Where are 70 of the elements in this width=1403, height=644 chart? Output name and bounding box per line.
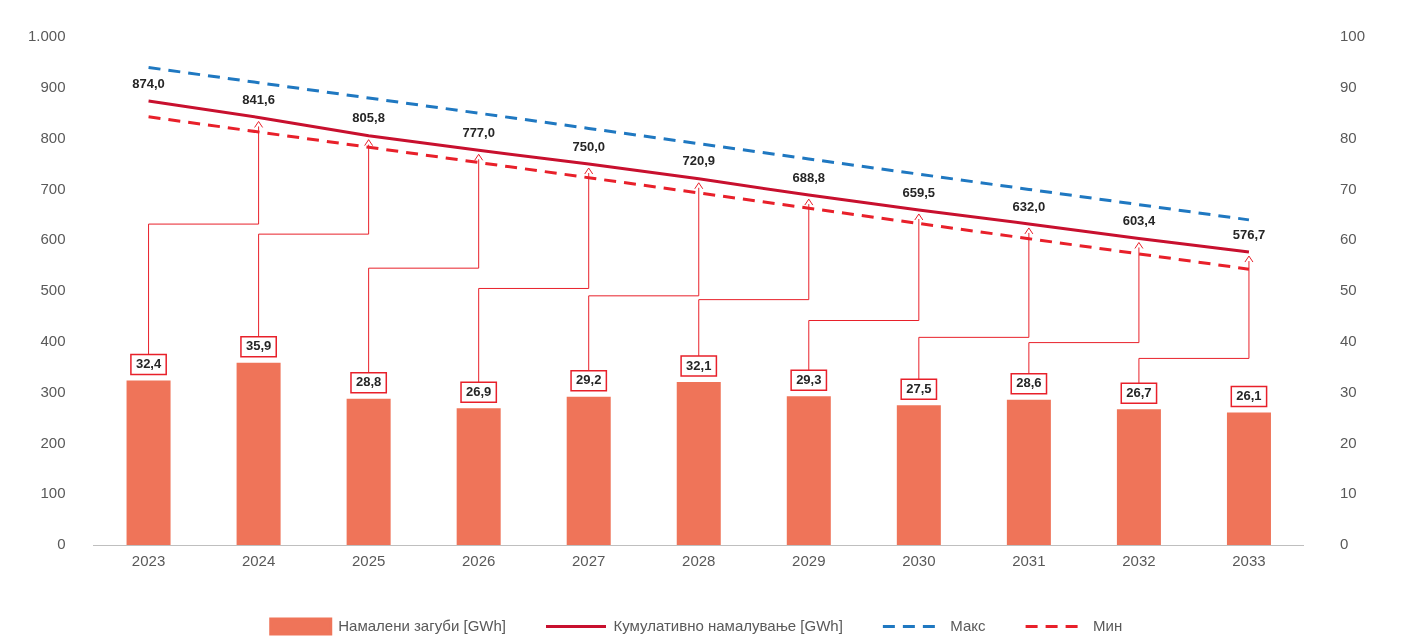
bar <box>1006 399 1051 545</box>
y-tick-label: 800 <box>40 128 66 146</box>
x-tick-label: 2026 <box>461 552 496 570</box>
data-label: 32,4 <box>135 355 162 371</box>
data-label: 28,6 <box>1016 375 1042 391</box>
y-tick-label: 0 <box>57 535 66 553</box>
y2-tick-label: 10 <box>1339 484 1357 502</box>
x-tick-label: 2025 <box>351 552 386 570</box>
bar <box>1226 412 1271 545</box>
y-tick-label: 500 <box>40 281 66 299</box>
y2-tick-label: 50 <box>1339 281 1357 299</box>
y2-tick-label: 80 <box>1339 128 1357 146</box>
bar <box>676 381 721 545</box>
legend-label: Макс <box>950 616 987 634</box>
legend-label: Намалени загуби [GWh] <box>338 616 507 634</box>
bar <box>1116 409 1161 545</box>
data-label: 841,6 <box>242 92 275 108</box>
y2-tick-label: 100 <box>1339 27 1365 45</box>
data-label: 750,0 <box>572 138 605 154</box>
x-tick-label: 2023 <box>131 552 166 570</box>
bar <box>236 362 281 545</box>
data-label: 29,3 <box>796 371 822 387</box>
y-tick-label: 300 <box>40 382 66 400</box>
y-tick-label: 400 <box>40 331 66 349</box>
x-tick-label: 2032 <box>1122 552 1156 570</box>
data-label: 720,9 <box>682 153 716 169</box>
data-label: 26,1 <box>1236 387 1262 403</box>
data-label: 26,7 <box>1126 384 1152 400</box>
bar <box>786 396 831 545</box>
data-label: 576,7 <box>1232 226 1266 242</box>
y2-tick-label: 90 <box>1339 77 1357 95</box>
x-tick-label: 2027 <box>572 552 606 570</box>
y2-tick-label: 40 <box>1339 331 1357 349</box>
bar <box>456 408 501 545</box>
x-tick-label: 2029 <box>792 552 826 570</box>
bar <box>566 396 611 545</box>
y-tick-label: 600 <box>40 230 66 248</box>
x-tick-label: 2033 <box>1232 552 1266 570</box>
y-tick-label: 100 <box>40 484 66 502</box>
legend-label: Кумулативно намалување [GWh] <box>613 616 843 634</box>
data-label: 688,8 <box>792 169 826 185</box>
x-tick-label: 2030 <box>902 552 936 570</box>
data-label: 874,0 <box>132 75 165 91</box>
data-label: 26,9 <box>466 383 492 399</box>
y2-tick-label: 30 <box>1339 382 1357 400</box>
x-tick-label: 2024 <box>241 552 276 570</box>
bar <box>896 405 941 545</box>
y2-tick-label: 70 <box>1339 179 1357 197</box>
bar <box>346 398 391 545</box>
y-tick-label: 700 <box>40 179 66 197</box>
data-label: 603,4 <box>1122 213 1156 229</box>
y-tick-label: 200 <box>40 433 66 451</box>
y-tick-label: 1.000 <box>27 27 66 45</box>
data-label: 35,9 <box>245 338 272 354</box>
data-label: 659,5 <box>902 184 936 200</box>
data-label: 632,0 <box>1012 198 1046 214</box>
legend-label: Мин <box>1093 616 1123 634</box>
y2-tick-label: 60 <box>1339 230 1357 248</box>
data-label: 805,8 <box>352 110 385 126</box>
data-label: 28,8 <box>355 374 382 390</box>
data-label: 29,2 <box>576 372 602 388</box>
data-label: 32,1 <box>686 357 712 373</box>
x-tick-label: 2028 <box>682 552 716 570</box>
y2-tick-label: 0 <box>1339 535 1349 553</box>
y2-tick-label: 20 <box>1339 433 1357 451</box>
y-tick-label: 900 <box>40 77 66 95</box>
bar <box>126 380 171 545</box>
data-label: 27,5 <box>906 380 932 396</box>
data-label: 777,0 <box>462 124 495 140</box>
x-tick-label: 2031 <box>1012 552 1046 570</box>
